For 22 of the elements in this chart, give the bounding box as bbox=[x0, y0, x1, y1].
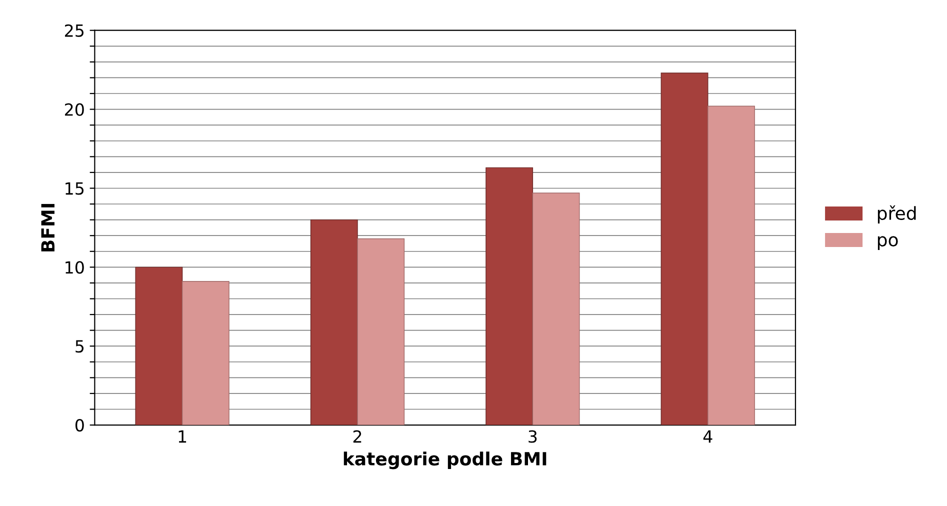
y-tick-label: 20 bbox=[64, 103, 84, 116]
bar bbox=[708, 106, 755, 426]
bar bbox=[135, 266, 183, 426]
y-axis-title: BFMI bbox=[41, 204, 54, 252]
y-tick-label: 25 bbox=[64, 24, 84, 37]
x-axis-title: kategorie podle BMI bbox=[344, 452, 546, 470]
bar bbox=[182, 281, 230, 426]
bar bbox=[310, 219, 358, 426]
y-tick-label: 5 bbox=[76, 340, 84, 353]
bar bbox=[660, 72, 708, 426]
y-tick-label: 10 bbox=[66, 261, 84, 274]
bar bbox=[486, 167, 534, 426]
y-tick-label: 0 bbox=[75, 419, 84, 432]
x-tick-label: 1 bbox=[178, 430, 186, 443]
x-tick-label: 2 bbox=[353, 430, 362, 443]
bar bbox=[357, 238, 405, 426]
y-tick-label: 15 bbox=[66, 182, 84, 195]
x-tick-label: 4 bbox=[703, 430, 712, 443]
legend-label: po bbox=[878, 236, 898, 250]
x-tick-label: 3 bbox=[528, 430, 537, 443]
bar bbox=[532, 192, 580, 426]
legend-label: před bbox=[878, 205, 916, 224]
